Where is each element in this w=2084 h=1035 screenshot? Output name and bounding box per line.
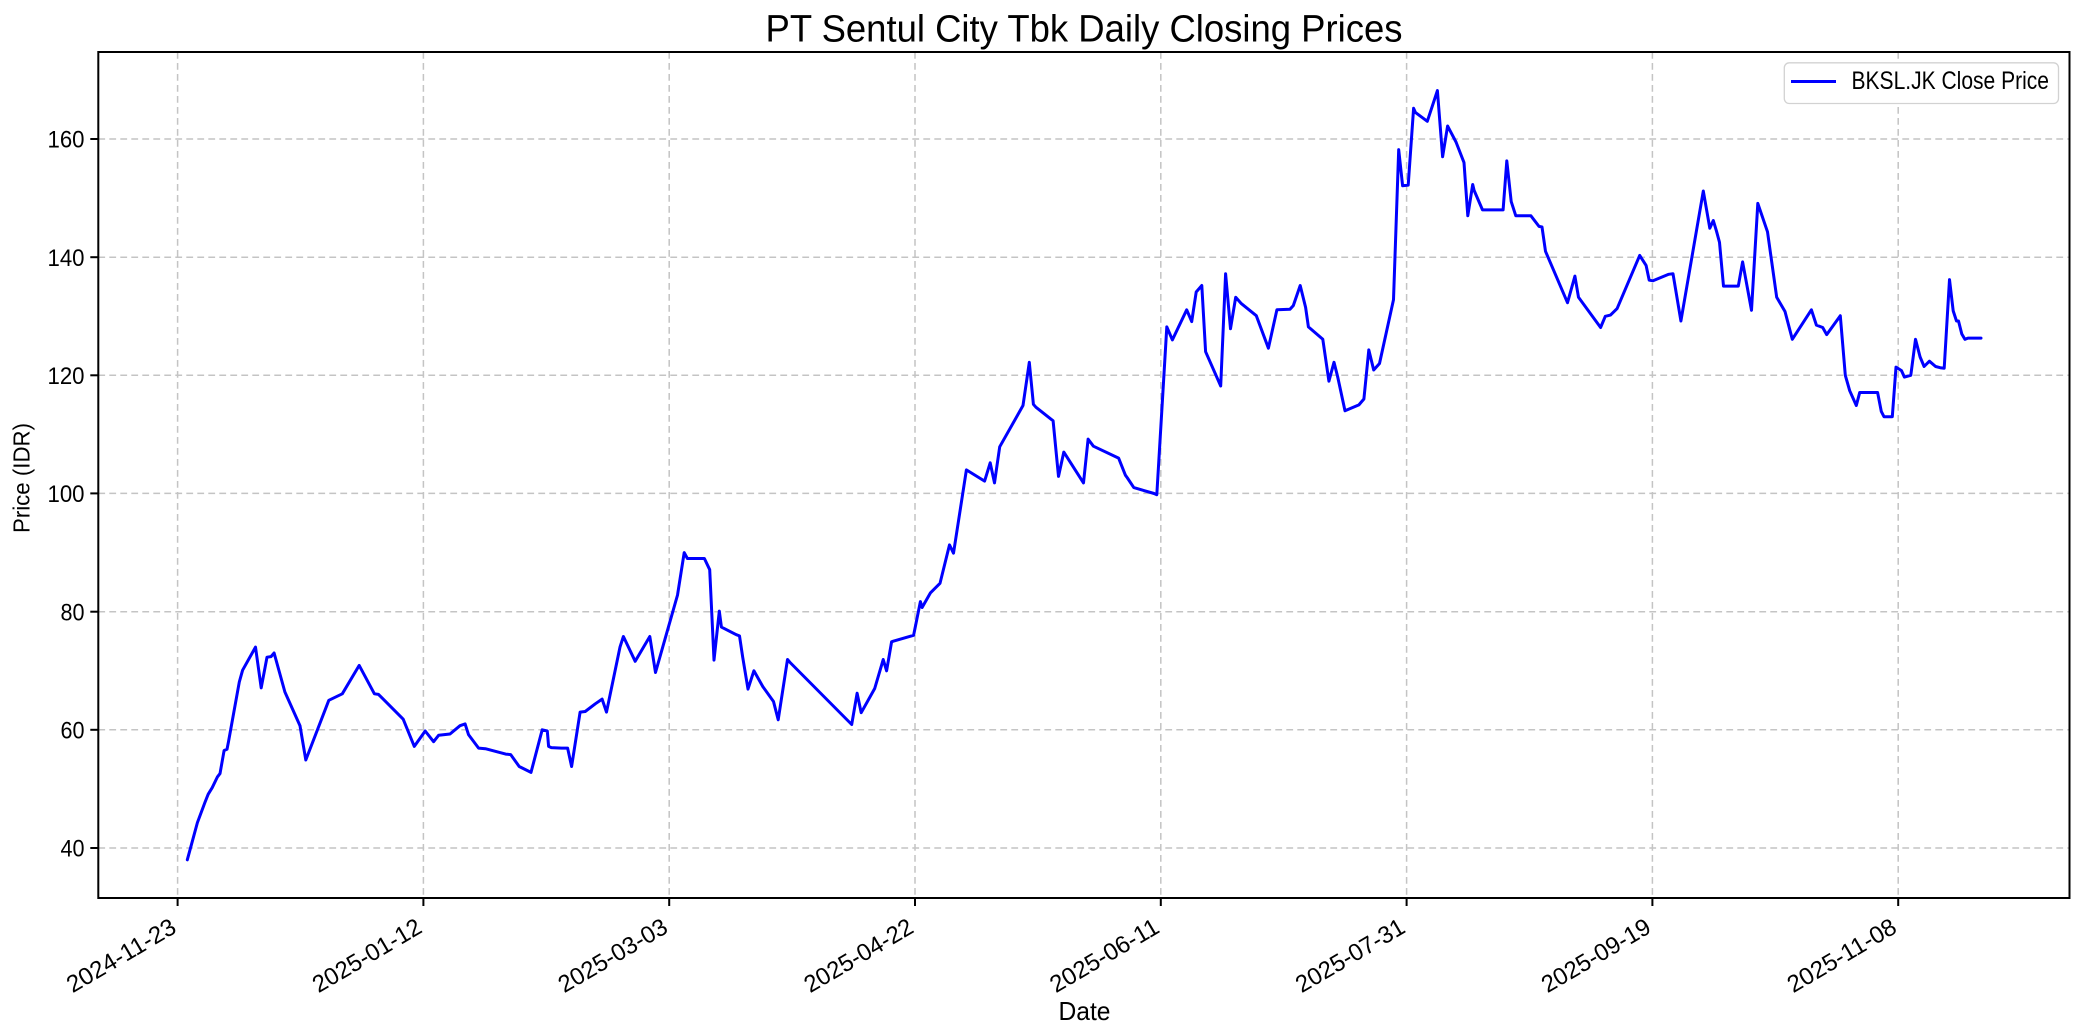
svg-text:60: 60 [61,717,85,744]
svg-text:80: 80 [61,599,85,626]
svg-text:BKSL.JK Close Price: BKSL.JK Close Price [1852,67,2050,95]
svg-text:140: 140 [48,245,85,272]
svg-text:120: 120 [48,363,85,390]
svg-text:160: 160 [48,127,85,154]
svg-text:PT Sentul City Tbk Daily Closi: PT Sentul City Tbk Daily Closing Prices [766,9,1403,51]
svg-text:40: 40 [61,836,85,863]
svg-text:Date: Date [1059,996,1111,1026]
svg-text:100: 100 [48,481,85,508]
svg-text:Price (IDR): Price (IDR) [9,423,35,533]
